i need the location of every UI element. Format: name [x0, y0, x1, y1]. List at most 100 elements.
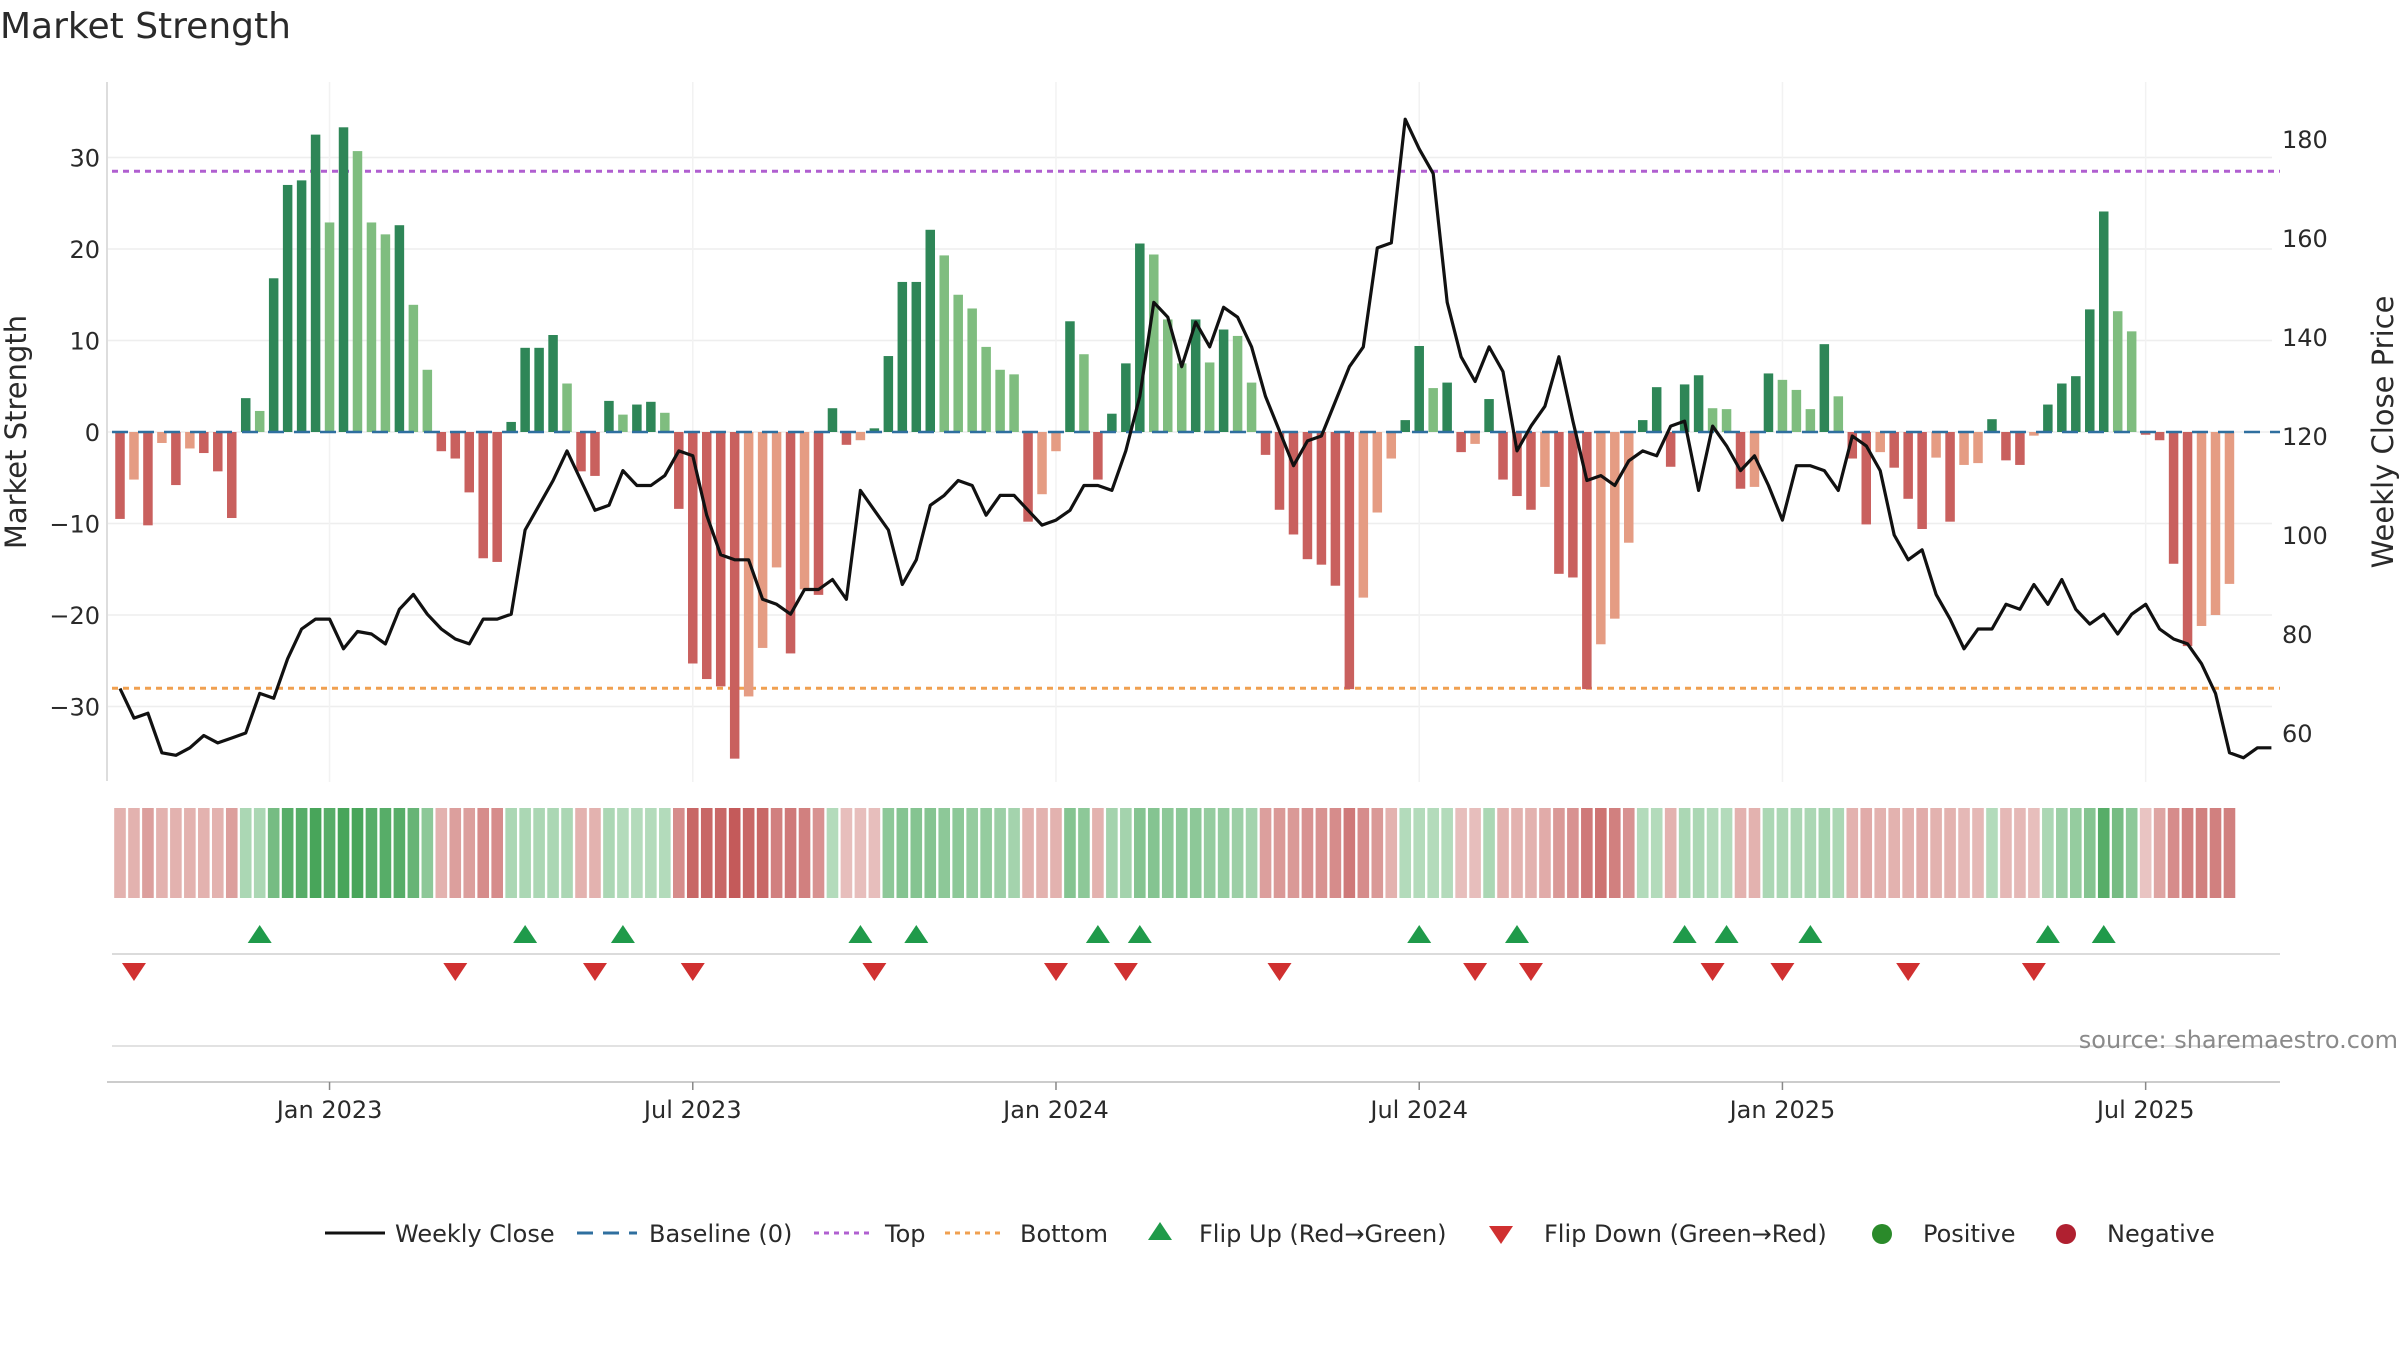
- strength-bar: [1358, 432, 1369, 598]
- band-cell: [645, 808, 657, 898]
- band-cell: [198, 808, 210, 898]
- band-cell: [1064, 808, 1076, 898]
- band-cell: [826, 808, 839, 898]
- band-cell: [770, 808, 783, 898]
- weekly-close-line: [118, 117, 2272, 760]
- band-cell: [1483, 808, 1495, 898]
- flip-up-marker: [904, 925, 929, 943]
- strength-bar: [576, 432, 586, 472]
- band-cell: [756, 808, 769, 898]
- strength-bar: [1819, 344, 1830, 432]
- band-cell: [2042, 808, 2054, 898]
- flip-down-marker: [1463, 963, 1488, 981]
- band-cell: [868, 808, 881, 898]
- right-tick-label: 60: [2282, 720, 2313, 748]
- strength-bar: [492, 432, 502, 562]
- strength-bar: [1679, 384, 1690, 432]
- flip-down-marker: [680, 963, 705, 981]
- band-cell: [309, 808, 322, 898]
- strength-bar: [1959, 432, 1969, 465]
- band-cell: [407, 808, 420, 898]
- right-tick-label: 80: [2282, 621, 2313, 649]
- strength-bar: [2029, 432, 2039, 436]
- band-cell: [1175, 808, 1188, 898]
- left-tick-label: 20: [69, 236, 100, 264]
- band-cell: [1189, 808, 1202, 898]
- band-cell: [1622, 808, 1635, 898]
- strength-bar: [1176, 363, 1187, 432]
- band-cell: [1343, 808, 1356, 898]
- band-cell: [1427, 808, 1439, 898]
- strength-bar: [1414, 345, 1424, 432]
- band-cell: [966, 808, 978, 898]
- band-cell: [1706, 808, 1719, 898]
- weekly-close-series: [118, 117, 2272, 760]
- legend-negative: Negative: [2107, 1220, 2215, 1248]
- band-cell: [1525, 808, 1537, 898]
- band-cell: [784, 808, 797, 898]
- band-cell: [1944, 808, 1956, 898]
- flip-down-marker: [1267, 963, 1292, 981]
- band-cell: [1581, 808, 1593, 898]
- strength-bar: [1274, 432, 1285, 510]
- right-tick-label: 180: [2282, 126, 2328, 154]
- band-cell: [617, 808, 629, 898]
- strength-bar: [394, 225, 405, 432]
- strength-bar: [1931, 432, 1941, 458]
- strength-bar: [660, 412, 670, 432]
- band-cell: [896, 808, 909, 898]
- band-cell: [1245, 808, 1258, 898]
- strength-bar: [1470, 432, 1480, 444]
- legend-flip-down-icon: [1489, 1226, 1513, 1244]
- band-cell: [2056, 808, 2068, 898]
- strength-bar: [1973, 432, 1983, 464]
- x-tick-label: Jul 2023: [642, 1096, 742, 1124]
- strength-bar: [1163, 319, 1173, 432]
- band-cell: [938, 808, 951, 898]
- strength-bar: [1875, 432, 1885, 453]
- band-cell: [156, 808, 168, 898]
- band-cell: [323, 808, 336, 898]
- strength-bar: [911, 281, 922, 432]
- strength-bar: [1498, 432, 1508, 480]
- strength-bar: [1651, 387, 1662, 432]
- strength-bar: [1330, 432, 1341, 586]
- strength-bar: [1610, 432, 1620, 619]
- strength-bar: [1693, 375, 1704, 432]
- band-cell: [1329, 808, 1342, 898]
- band-cell: [1273, 808, 1286, 898]
- strength-bar: [2071, 376, 2081, 432]
- reference-lines: [112, 169, 2280, 690]
- band-cell: [1469, 808, 1481, 898]
- band-cell: [1958, 808, 1970, 898]
- flip-up-marker: [1714, 925, 1739, 943]
- band-cell: [211, 808, 224, 898]
- band-cell: [1413, 808, 1426, 898]
- strength-bar: [1735, 432, 1746, 489]
- band-cell: [1357, 808, 1370, 898]
- band-cell: [2083, 808, 2096, 898]
- band-cell: [351, 808, 364, 898]
- strength-bar: [282, 184, 293, 432]
- band-cell: [1078, 808, 1090, 898]
- band-cell: [435, 808, 448, 898]
- right-tick-label: 100: [2282, 522, 2328, 550]
- band-cell: [575, 808, 587, 898]
- band-cell: [1916, 808, 1928, 898]
- band-cell: [1664, 808, 1677, 898]
- left-tick-label: 30: [69, 145, 100, 173]
- strength-bar: [450, 432, 461, 459]
- band-cell: [1147, 808, 1160, 898]
- band-cell: [2111, 808, 2124, 898]
- strength-bar: [646, 401, 656, 432]
- band-cell: [798, 808, 811, 898]
- legend-top: Top: [884, 1220, 926, 1248]
- band-cell: [1287, 808, 1300, 898]
- band-cell: [728, 808, 741, 898]
- band-cell: [225, 808, 238, 898]
- band-cell: [1595, 808, 1607, 898]
- band-cell: [1385, 808, 1398, 898]
- x-tick-label: Jan 2023: [275, 1096, 383, 1124]
- band-cell: [1762, 808, 1775, 898]
- band-cell: [1259, 808, 1272, 898]
